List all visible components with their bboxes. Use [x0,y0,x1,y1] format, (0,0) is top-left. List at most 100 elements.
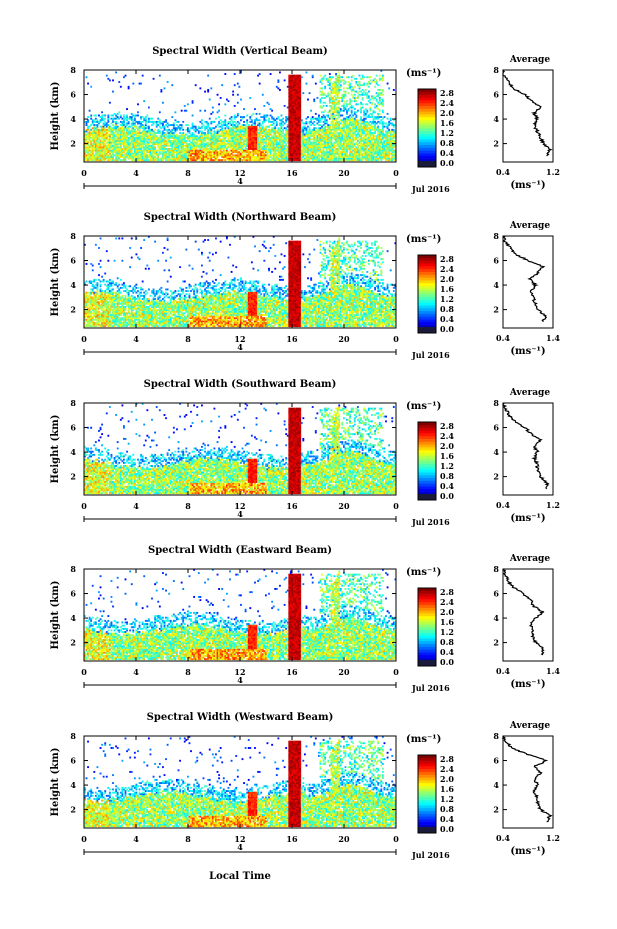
heatmap-cell [125,75,127,77]
heatmap-cell [87,119,89,121]
x-axis-label: Local Time [209,871,271,882]
heatmap-cell [237,102,239,104]
heatmap-cell [369,107,371,109]
heatmap-cell [379,75,381,77]
heatmap-cell [263,105,265,107]
heatmap-cell [238,86,240,88]
heatmap-cell [277,79,279,81]
heatmap-cell [309,92,311,94]
heatmap-cell [262,94,264,96]
heatmap-cell [341,76,343,78]
heatmap-cell [118,81,120,83]
heatmap-cell [89,110,91,112]
heatmap-cell [178,121,180,123]
heatmap-cell [212,111,214,113]
heatmap-cell [329,73,331,75]
heatmap-cell [204,110,206,112]
heatmap-cell [313,121,315,123]
heatmap-cell [379,113,381,115]
heatmap-cell [313,99,315,101]
heatmap-cell [271,110,273,112]
heatmap-cell [128,121,130,123]
heatmap-cell [362,107,364,109]
heatmap-cell [112,91,114,93]
heatmap-cell [192,115,194,117]
heatmap-cell [355,115,357,117]
heatmap-cell [232,91,234,93]
heatmap-cell [237,94,239,96]
heatmap-cell [185,110,187,112]
heatmap-cell [277,116,279,118]
heatmap-cell [338,71,340,73]
heatmap-cell [231,116,233,118]
heatmap-cell [215,118,217,120]
heatmap-cell [137,115,139,117]
heatmap-cell [316,97,318,99]
heatmap-cell [126,108,128,110]
heatmap-cell [228,100,230,102]
heatmap-cell [154,146,156,148]
heatmap-cell [154,129,156,131]
heatmap-cell [238,123,240,125]
heatmap-cell [234,105,236,107]
heatmap-cell [201,119,203,121]
heatmap-cell [355,100,357,102]
heatmap-cell [174,111,176,113]
heatmap-cell [90,115,92,117]
heatmap-cell [252,113,254,115]
heatmap-cell [374,86,376,88]
heatmap-cell [259,113,261,115]
heatmap-cell [351,79,353,81]
heatmap-cell [267,115,269,117]
heatmap-cell [363,83,365,85]
heatmap-cell [159,119,161,121]
heatmap-cell [213,121,215,123]
heatmap-cell [268,103,270,105]
heatmap-cell [315,83,317,85]
heatmap-cell [218,116,220,118]
heatmap-cell [192,100,194,102]
heatmap-cell [143,100,145,102]
heatmap-cell [265,119,267,121]
heatmap-cell [207,75,209,77]
heatmap-cell [326,119,328,121]
heatmap-cell [326,105,328,107]
heatmap-cell [259,83,261,85]
heatmap-cell [323,105,325,107]
heatmap-cell [132,83,134,85]
heatmap-cell [146,115,148,117]
heatmap-cell [137,103,139,105]
heatmap-cell [224,115,226,117]
heatmap-cell [181,110,183,112]
heatmap-cell [321,87,323,89]
heatmap-cell [224,119,226,121]
heatmap-cell [276,121,278,123]
heatmap-cell [368,91,370,93]
heatmap-cell [318,115,320,117]
heatmap-cell [182,121,184,123]
heatmap-cell [310,110,312,112]
heatmap-cell [363,76,365,78]
heatmap-cell [368,95,370,97]
heatmap-cells [84,70,396,161]
heatmap-cell [306,83,308,85]
heatmap-cell [376,75,378,77]
heatmap-cell [301,119,303,121]
heatmap-cell [313,124,315,126]
heatmap-cell [104,118,106,120]
heatmap-cell [321,83,323,85]
heatmap-cell [312,75,314,77]
heatmap-cell [345,81,347,83]
heatmap-cell [192,123,194,125]
heatmap-cell [259,73,261,75]
heatmap-cell [221,84,223,86]
heatmap-cell [374,111,376,113]
heatmap-cell [332,76,334,78]
heatmap-cell [340,84,342,86]
heatmap-cell [256,113,258,115]
heatmap-cell [109,102,111,104]
heatmap-cell [301,76,303,78]
heatmap-cell [348,92,350,94]
heatmap-cell [282,118,284,120]
heatmap-cell [357,103,359,105]
